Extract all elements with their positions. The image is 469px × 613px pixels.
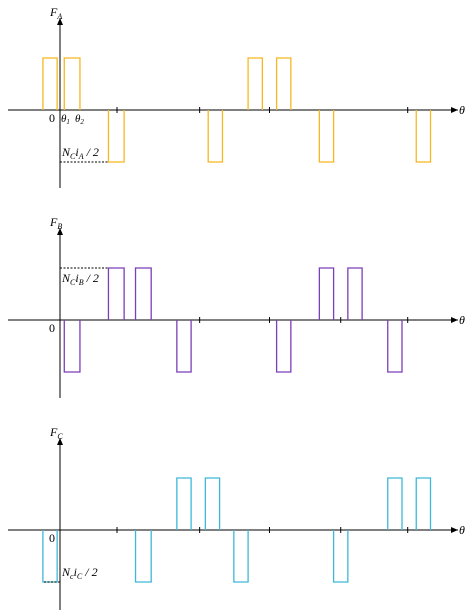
pulse-c-5 [332,530,349,583]
origin-label-a: 0 [49,111,55,125]
pulse-b-7 [387,320,403,373]
theta2-sub: 2 [80,118,84,126]
level-n-b: N [61,271,71,285]
level-i-sub-a: A [78,152,84,161]
theta2-label: θ2 [75,113,84,126]
level-n-sub-a: C [70,152,76,161]
origin-label-c: 0 [49,531,55,545]
y-axis-label-c: FC [49,425,63,441]
pulse-b-3 [176,320,192,373]
pulse-c-4 [233,530,249,583]
pulse-c-0 [42,530,58,583]
theta1-symbol: θ [61,113,67,125]
theta1-sub: 1 [66,118,70,126]
pulse-b-2 [134,267,152,320]
pulse-c-1 [134,530,152,583]
y-sub-a: A [56,12,62,21]
pulse-a-0 [42,57,58,110]
pulse-b-4 [275,320,292,373]
level-n-sub-b: C [70,278,76,287]
theta1-label: θ1 [61,113,70,126]
pulse-a-7 [415,110,432,163]
level-n-sub-c: c [70,572,74,581]
pulse-c-3 [204,477,221,530]
level-n-c: N [61,565,71,579]
level-i-b: i [75,271,78,285]
pulse-c-2 [176,477,192,530]
theta2-symbol: θ [75,113,81,125]
pulse-c-7 [415,477,432,530]
origin-label-b: 0 [49,321,55,335]
pulse-a-3 [207,110,224,163]
level-i-c: i [74,565,77,579]
level-i-sub-c: C [77,572,83,581]
level-tail-a: / 2 [84,145,99,159]
pulse-a-6 [318,110,335,163]
pulse-b-5 [318,267,335,320]
level-label-c: NciC / 2 [61,565,98,581]
pulse-a-1 [63,57,81,110]
y-sub-c: C [57,432,63,441]
y-letter-c: F [49,425,58,439]
x-axis-label-c: θ [459,523,465,537]
level-label-a: NCiA / 2 [61,145,99,161]
level-tail-b: / 2 [84,271,99,285]
level-label-b: NCiB / 2 [61,271,99,287]
y-letter-b: F [49,215,58,229]
pulse-b-1 [107,267,125,320]
pulse-b-0 [63,320,81,373]
y-axis-label-a: FA [49,5,62,21]
pulse-c-6 [387,477,403,530]
y-sub-b: B [57,222,62,231]
y-axis-label-b: FB [49,215,62,231]
pulse-b-6 [347,267,363,320]
level-i-a: i [75,145,78,159]
level-i-sub-b: B [79,278,84,287]
x-axis-label-a: θ [459,103,465,117]
pulse-a-4 [247,57,263,110]
level-n-a: N [61,145,71,159]
pulse-a-5 [275,57,292,110]
pulse-a-2 [107,110,125,163]
x-axis-label-b: θ [459,313,465,327]
y-letter-a: F [49,5,58,19]
level-tail-c: / 2 [82,565,97,579]
